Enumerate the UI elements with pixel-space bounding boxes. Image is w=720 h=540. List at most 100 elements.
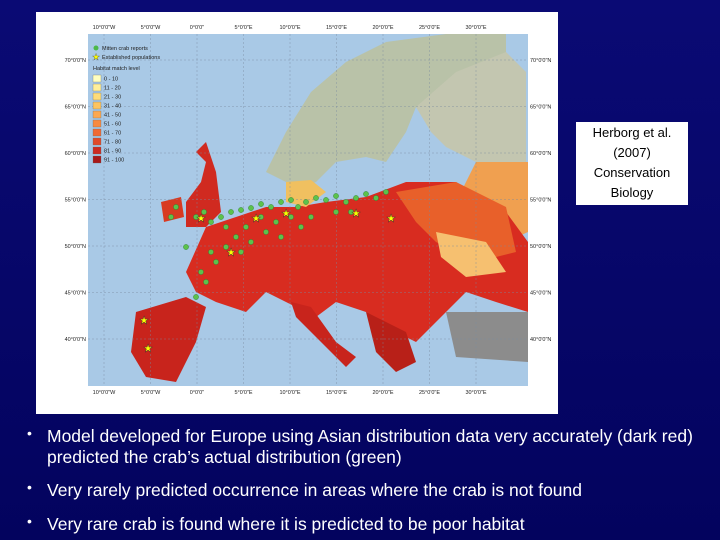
bullet: Very rare crab is found where it is pred… (47, 514, 525, 534)
latitude-label: 70°0'0"N (530, 58, 551, 64)
report-dot (295, 204, 301, 210)
report-dot (228, 209, 234, 215)
report-dot (313, 195, 319, 201)
report-dot (248, 239, 254, 245)
legend-swatch (92, 74, 102, 83)
legend-label: 41 - 50 (104, 113, 121, 119)
report-dot (333, 193, 339, 199)
latitude-label: 45°0'0"N (530, 291, 551, 297)
bullet: Very rarely predicted occurrence in area… (47, 480, 583, 500)
report-dot (168, 214, 174, 220)
latitude-label: 45°0'0"N (65, 291, 86, 297)
legend-label: 81 - 90 (104, 149, 121, 155)
longitude-label: 30°0'0"E (465, 390, 486, 396)
latitude-label: 50°0'0"N (65, 244, 86, 250)
longitude-label: 15°0'0"E (326, 390, 347, 396)
longitude-label: 5°0'0"E (234, 25, 252, 31)
legend-label: 71 - 80 (104, 140, 121, 146)
longitude-label: 10°0'0"E (279, 390, 300, 396)
legend-swatch (92, 128, 102, 137)
legend-swatch (92, 146, 102, 155)
map: ★ ★ ★ ★ ★ ★ ★ ★ 10°0'0"W 10°0'0"W 5°0'0"W 5°0'0"W 0… (36, 12, 558, 414)
report-dot (213, 259, 219, 265)
citation-line: Conservation (593, 165, 671, 180)
legend-label: 51 - 60 (104, 122, 121, 128)
longitude-label: 5°0'0"W (141, 390, 161, 396)
report-dot (223, 244, 229, 250)
legend-swatch (92, 110, 102, 119)
report-dot (288, 214, 294, 220)
report-dot (198, 269, 204, 275)
longitude-label: 25°0'0"E (419, 390, 440, 396)
legend-label: 61 - 70 (104, 131, 121, 137)
graticule (88, 34, 528, 386)
longitude-label: 10°0'0"W (93, 390, 116, 396)
latitude-label: 50°0'0"N (530, 244, 551, 250)
report-dot (233, 234, 239, 240)
legend-swatch (92, 155, 102, 164)
report-dot (278, 199, 284, 205)
population-star: ★ (281, 208, 291, 220)
legend-label: Established populations (102, 55, 160, 61)
longitude-label: 30°0'0"E (465, 25, 486, 31)
report-dot (363, 191, 369, 197)
latitude-label: 55°0'0"N (530, 198, 551, 204)
citation-line: (2007) (613, 145, 651, 160)
legend-swatch (92, 137, 102, 146)
legend-star: ★ (92, 52, 100, 62)
report-dot (308, 214, 314, 220)
report-dot (263, 229, 269, 235)
report-dot (278, 234, 284, 240)
report-dot (298, 224, 304, 230)
population-star: ★ (196, 213, 206, 225)
bullet: Model developed for Europe using Asian d… (47, 426, 693, 467)
report-dot (183, 244, 189, 250)
report-dot (201, 209, 207, 215)
citation-line: Herborg et al. (592, 125, 672, 140)
report-dot (243, 224, 249, 230)
legend-swatch (92, 119, 102, 128)
longitude-label: 0°0'0" (190, 390, 204, 396)
legend-label: 91 - 100 (104, 158, 124, 164)
legend-title: Habitat match level (93, 66, 140, 72)
legend-swatch (92, 92, 102, 101)
occurrence-points: ★ ★ ★ ★ ★ ★ ★ ★ (139, 189, 396, 355)
legend-label: Mitten crab reports (102, 46, 148, 52)
bullet-marker: • (27, 479, 32, 495)
legend-label: 31 - 40 (104, 104, 121, 110)
longitude-label: 15°0'0"E (326, 25, 347, 31)
citation: Herborg et al. (2007) Conservation Biology (576, 122, 688, 205)
longitude-label: 10°0'0"W (93, 25, 116, 31)
report-dot (238, 207, 244, 213)
report-dot (193, 294, 199, 300)
report-dot (348, 209, 354, 215)
report-dot (208, 219, 214, 225)
population-star: ★ (386, 213, 396, 225)
report-dot (268, 204, 274, 210)
bullet-marker: • (27, 425, 32, 441)
map-labels: 10°0'0"W 10°0'0"W 5°0'0"W 5°0'0"W 0°0'0" 0°0'… (65, 25, 552, 396)
report-dot (373, 195, 379, 201)
report-dot (353, 195, 359, 201)
latitude-label: 55°0'0"N (65, 198, 86, 204)
report-dot (258, 201, 264, 207)
population-star: ★ (226, 247, 236, 259)
report-dot (223, 224, 229, 230)
report-dot (273, 219, 279, 225)
latitude-label: 65°0'0"N (530, 105, 551, 111)
report-dot (383, 189, 389, 195)
longitude-label: 0°0'0" (190, 25, 204, 31)
report-dot (208, 249, 214, 255)
legend-dot (93, 45, 99, 51)
population-star: ★ (143, 343, 153, 355)
report-dot (193, 214, 199, 220)
latitude-label: 60°0'0"N (65, 151, 86, 157)
latitude-label: 60°0'0"N (530, 151, 551, 157)
longitude-label: 25°0'0"E (419, 25, 440, 31)
legend-label: 21 - 30 (104, 95, 121, 101)
longitude-label: 10°0'0"E (279, 25, 300, 31)
report-dot (288, 197, 294, 203)
report-dot (303, 199, 309, 205)
